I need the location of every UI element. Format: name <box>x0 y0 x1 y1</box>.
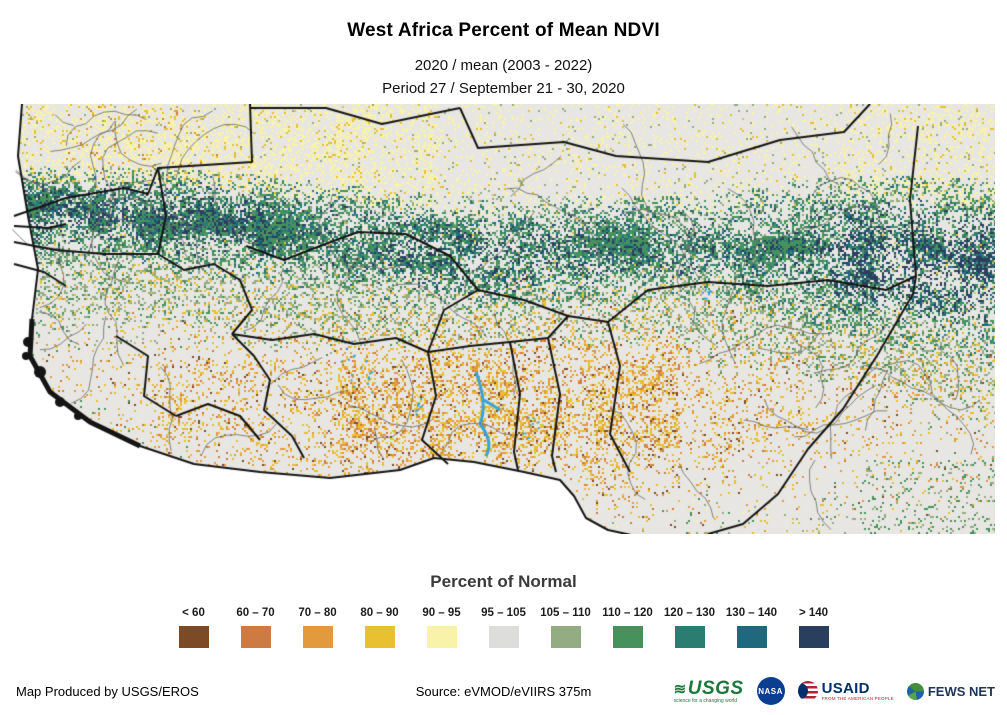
usgs-logo: ≋USGS science for a changing world <box>674 679 744 704</box>
legend-class: 120 – 130 <box>659 607 721 648</box>
legend-class-swatch <box>612 626 643 648</box>
legend-class-swatch <box>178 626 209 648</box>
legend-class-swatch <box>674 626 705 648</box>
legend-class-swatch <box>426 626 457 648</box>
legend-class: 130 – 140 <box>721 607 783 648</box>
legend-class: 110 – 120 <box>597 607 659 648</box>
legend-class: 105 – 110 <box>535 607 597 648</box>
map-title: West Africa Percent of Mean NDVI <box>347 20 660 41</box>
usgs-logo-icon: ≋USGS <box>674 679 744 698</box>
legend-class-swatch <box>302 626 333 648</box>
usgs-logo-text: USGS <box>687 677 744 699</box>
usgs-tagline: science for a changing world <box>673 697 738 704</box>
legend-class-label: 105 – 110 <box>540 607 591 619</box>
nasa-logo-icon: NASA <box>756 677 785 705</box>
legend-class-swatch <box>488 626 519 648</box>
fewsnet-globe-icon <box>906 682 924 700</box>
legend-class-label: 120 – 130 <box>663 607 716 619</box>
legend-class-label: 130 – 140 <box>725 607 778 619</box>
legend-class: > 140 <box>783 607 845 648</box>
legend-classes: < 60 60 – 70 70 – 80 80 – 90 90 – 95 95 – 105… <box>0 607 1007 648</box>
legend-class: 95 – 105 <box>473 607 535 648</box>
fewsnet-name: FEWS NET <box>927 683 995 699</box>
legend-class-label: 80 – 90 <box>360 607 399 619</box>
fewsnet-logo: FEWS NET <box>906 682 995 700</box>
legend-class: 80 – 90 <box>349 607 411 648</box>
usaid-logo: USAID FROM THE AMERICAN PEOPLE <box>797 681 894 702</box>
legend-class-label: 70 – 80 <box>298 607 337 619</box>
agency-logos: ≋USGS science for a changing world NASA … <box>674 674 995 708</box>
legend-class-swatch <box>798 626 829 648</box>
ndvi-map <box>8 104 995 534</box>
legend-class: 60 – 70 <box>225 607 287 648</box>
legend-class: < 60 <box>163 607 225 648</box>
usaid-flag-blue <box>797 683 808 699</box>
legend-class-label: 95 – 105 <box>481 607 526 619</box>
legend-class-swatch <box>240 626 271 648</box>
map-area <box>8 104 995 534</box>
legend-class: 70 – 80 <box>287 607 349 648</box>
legend-class-swatch <box>736 626 767 648</box>
legend-class-label: 110 – 120 <box>602 607 653 619</box>
usgs-wave-icon: ≋ <box>673 680 687 698</box>
legend-heading: Percent of Normal <box>430 572 577 591</box>
legend-class-label: 90 – 95 <box>422 607 461 619</box>
usaid-logo-text: USAID FROM THE AMERICAN PEOPLE <box>822 681 894 702</box>
legend-class-label: > 140 <box>798 607 829 619</box>
usaid-tagline: FROM THE AMERICAN PEOPLE <box>821 695 894 701</box>
legend: Percent of Normal < 60 60 – 70 70 – 80 80 –… <box>0 572 1007 648</box>
produced-by-text: Map Produced by USGS/EROS <box>16 684 199 699</box>
legend-class-label: 60 – 70 <box>236 607 275 619</box>
legend-class-label: < 60 <box>182 607 205 619</box>
legend-class-swatch <box>550 626 581 648</box>
map-subtitle-period: Period 27 / September 21 - 30, 2020 <box>382 80 625 97</box>
map-subtitle-ratio: 2020 / mean (2003 - 2022) <box>414 57 593 74</box>
legend-class: 90 – 95 <box>411 607 473 648</box>
usaid-flag-icon <box>797 681 818 701</box>
usaid-name: USAID <box>821 679 870 697</box>
legend-class-swatch <box>364 626 395 648</box>
source-text: Source: eVMOD/eVIIRS 375m <box>415 684 592 699</box>
